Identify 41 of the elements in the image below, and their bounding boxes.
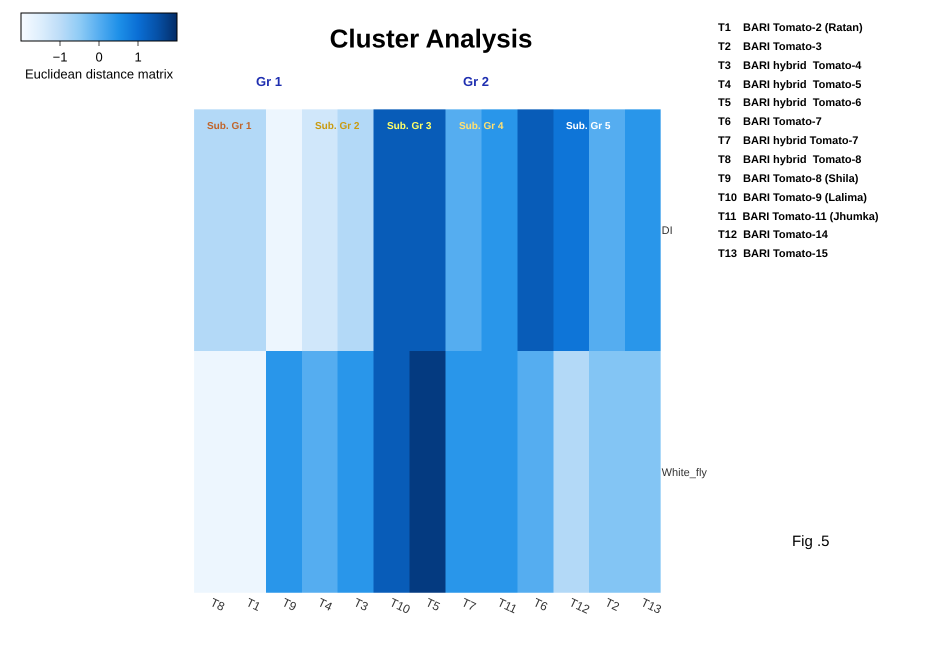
text: T8 BARI hybrid Tomato-8 [718, 154, 862, 166]
text: T9 BARI Tomato-8 (Shila) [718, 173, 859, 185]
text: T7 BARI hybrid Tomato-7 [718, 135, 858, 147]
x-tick-label: T11 [495, 595, 520, 616]
color-bar-label: −1 [52, 50, 68, 65]
text: T10 BARI Tomato-9 (Lalima) [718, 192, 868, 204]
color-bar-label: 0 [95, 50, 103, 65]
color-bar-label: 1 [134, 50, 142, 65]
text: T2 BARI Tomato-3 [718, 41, 822, 53]
text: T5 BARI hybrid Tomato-6 [718, 97, 862, 109]
x-tick-label: T1 [244, 595, 263, 614]
text: T12 BARI Tomato-14 [718, 229, 829, 241]
annotation: Sub. Gr 2 [315, 121, 360, 132]
x-tick-label: T10 [388, 595, 413, 617]
x-tick-label: T7 [459, 595, 478, 614]
text: T11 BARI Tomato-11 (Jhumka) [718, 211, 879, 223]
x-tick-label: T3 [352, 595, 371, 614]
annotation: Sub. Gr 3 [387, 121, 432, 132]
x-tick-label: T5 [424, 595, 442, 614]
y-tick-label: DI [662, 224, 673, 237]
color-bar-title: Euclidean distance matrix [25, 66, 174, 82]
x-tick-label: T4 [316, 595, 335, 614]
x-tick-label: T12 [567, 595, 592, 617]
text: Fig .5 [792, 533, 830, 550]
text: T13 BARI Tomato-15 [718, 248, 828, 260]
x-tick-label: T6 [531, 595, 550, 614]
annotation: Sub. Gr 5 [566, 121, 611, 132]
text: T6 BARI Tomato-7 [718, 116, 822, 128]
text: Gr 1 [256, 74, 282, 89]
x-tick-label: T2 [603, 595, 622, 614]
text: Gr 2 [463, 74, 490, 89]
y-tick-label: White_fly [662, 466, 708, 479]
x-tick-label: T8 [208, 595, 228, 614]
text: T4 BARI hybrid Tomato-5 [718, 79, 862, 91]
x-tick-label: T9 [280, 595, 299, 614]
annotation: Sub. Gr 4 [459, 121, 504, 132]
text: T1 BARI Tomato-2 (Ratan) [718, 22, 863, 34]
annotation: Sub. Gr 1 [207, 121, 252, 132]
chart-title: Cluster Analysis [330, 24, 532, 54]
x-tick-label: T13 [638, 595, 664, 617]
text: T3 BARI hybrid Tomato-4 [718, 60, 862, 72]
